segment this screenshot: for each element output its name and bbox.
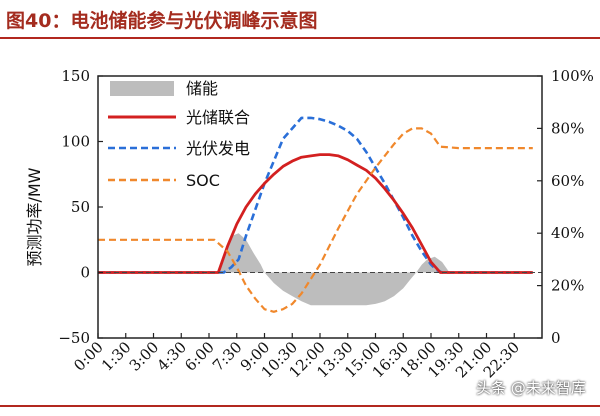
watermark-text: 头条 @未来智库: [476, 379, 586, 397]
legend-label: 储能: [186, 79, 218, 98]
legend-label: 光伏发电: [186, 139, 250, 158]
storage-area-layer: [218, 233, 450, 306]
figure-title: 图40：电池储能参与光伏调峰示意图: [6, 10, 318, 32]
bottom-divider: [0, 405, 600, 407]
x-tick-label: 6:00: [181, 338, 218, 375]
tick-labels-layer: 150100500−50100%80%60%40%20%00:001:303:0…: [58, 67, 594, 381]
y2-tick-label: 20%: [551, 277, 584, 295]
y2-tick-label: 60%: [551, 172, 584, 190]
pv-line: [98, 116, 533, 274]
legend-soc: SOC: [108, 171, 220, 190]
legend-swatch: [110, 81, 174, 96]
x-tick-label: 1:30: [98, 338, 135, 375]
legend-label: 光储联合: [186, 108, 250, 127]
y-tick-label: −50: [58, 329, 90, 347]
soc-line: [98, 127, 533, 313]
series-lines-layer: [98, 116, 533, 313]
x-tick-label: 3:00: [126, 338, 163, 375]
legend-combined: 光储联合: [108, 108, 250, 127]
x-tick-label: 4:30: [154, 338, 191, 375]
y2-tick-label: 80%: [551, 119, 584, 137]
y2-tick-label: 0: [551, 329, 561, 347]
y-tick-label: 100: [61, 133, 90, 151]
legend-pv: 光伏发电: [108, 139, 250, 158]
x-tick-label: 7:30: [209, 338, 246, 375]
storage-area: [218, 233, 450, 306]
y-axis-title: 预测功率/MW: [25, 167, 44, 266]
y-tick-label: 150: [61, 67, 90, 85]
y-tick-label: 0: [80, 264, 90, 282]
y-tick-label: 50: [71, 198, 90, 216]
combined-line: [98, 153, 533, 274]
title-divider: [0, 37, 600, 39]
legend-storage: 储能: [110, 79, 218, 98]
y2-tick-label: 40%: [551, 224, 584, 242]
axes-layer: [97, 75, 543, 339]
y2-tick-label: 100%: [551, 67, 594, 85]
legend-label: SOC: [186, 171, 220, 190]
